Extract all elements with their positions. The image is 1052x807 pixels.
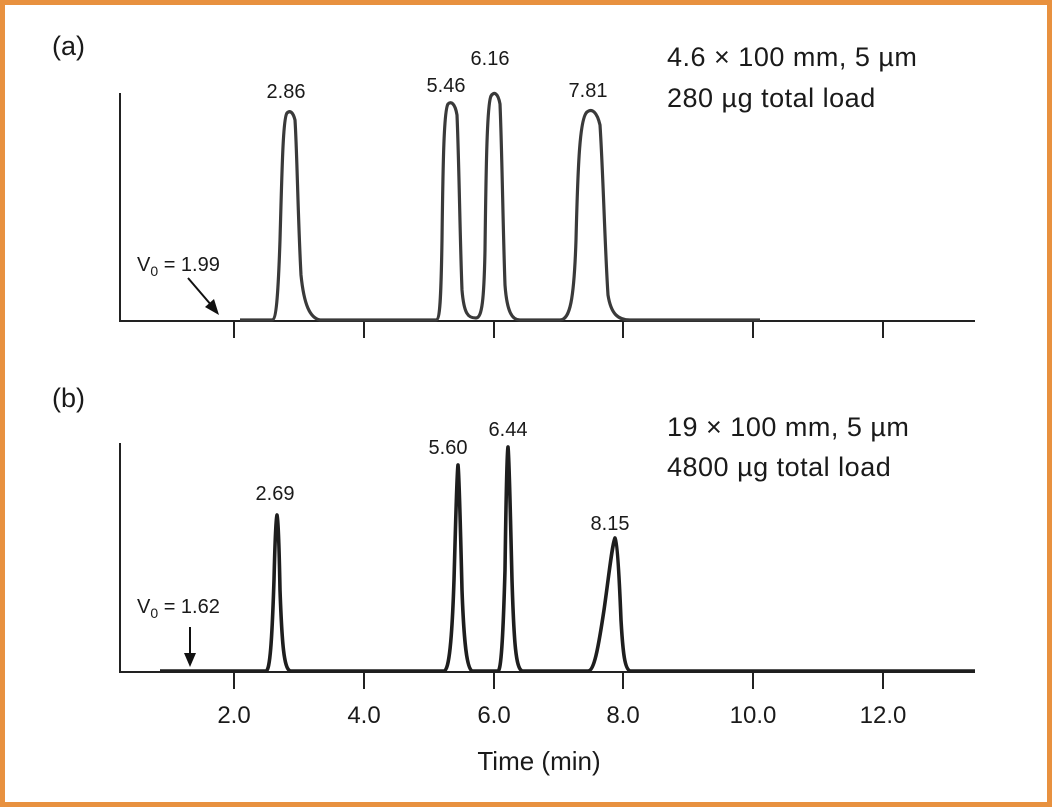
panel-b-total-load: 4800 µg total load	[667, 452, 891, 482]
panel-a-peak-label-1: 2.86	[267, 81, 306, 103]
panel-a-total-load: 280 µg total load	[667, 83, 876, 113]
panel-a-peak-label-2: 5.46	[427, 75, 466, 97]
panel-a-x-ticks	[233, 321, 884, 338]
x-tick-label-10: 10.0	[730, 702, 777, 729]
panel-b-column-dimensions: 19 × 100 mm, 5 µm	[667, 412, 909, 442]
x-axis-tick-labels: 2.0 4.0 6.0 8.0 10.0 12.0	[217, 702, 906, 729]
panel-b-v0-arrow-icon	[184, 627, 196, 667]
panel-b-chromatogram-trace	[160, 445, 975, 673]
panel-a-v0-arrow-icon	[187, 277, 219, 315]
panel-a-column-dimensions: 4.6 × 100 mm, 5 µm	[667, 42, 917, 72]
x-tick-label-12: 12.0	[860, 702, 907, 729]
x-tick-label-8: 8.0	[606, 702, 639, 729]
panel-b-label: (b)	[52, 383, 85, 413]
panel-a-peak-label-4: 7.81	[569, 80, 608, 102]
panel-a-peak-label-3: 6.16	[471, 48, 510, 70]
panel-b: (b) 2.69 5.60 6.44 8.15 V0 = 1.62 19 × 1…	[52, 383, 975, 689]
x-axis-title: Time (min)	[477, 746, 600, 776]
panel-a: (a) 2.86 5.46 6.16 7.81 V0 = 1.99 4.6 × …	[52, 31, 975, 338]
panel-b-peak-label-2: 5.60	[429, 437, 468, 459]
x-tick-label-4: 4.0	[347, 702, 380, 729]
panel-b-v0-label: V0 = 1.62	[137, 596, 220, 621]
x-tick-label-2: 2.0	[217, 702, 250, 729]
x-tick-label-6: 6.0	[477, 702, 510, 729]
panel-b-peak-label-1: 2.69	[256, 483, 295, 505]
panel-a-label: (a)	[52, 31, 85, 61]
panel-b-peak-label-4: 8.15	[591, 513, 630, 535]
panel-b-x-ticks	[233, 672, 884, 689]
panel-a-chromatogram-trace	[240, 91, 760, 322]
panel-b-peak-label-3: 6.44	[489, 419, 528, 441]
panel-a-v0-label: V0 = 1.99	[137, 254, 220, 279]
